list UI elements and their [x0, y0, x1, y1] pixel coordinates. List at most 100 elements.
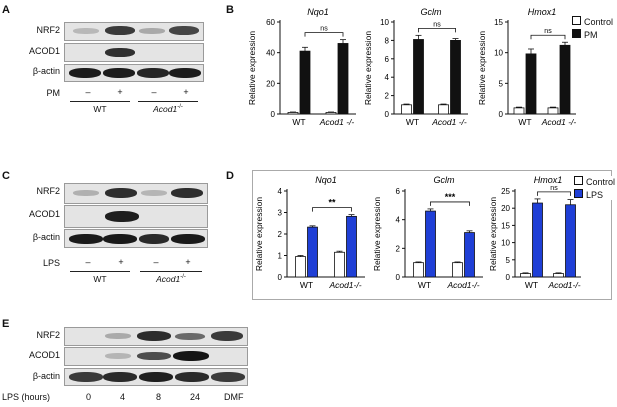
legend-swatch-control — [572, 16, 581, 25]
bar-lps — [307, 226, 318, 278]
blot-c-beta-actin — [64, 229, 208, 248]
row-label-c-beta-actin: β-actin — [32, 232, 60, 242]
blot-e-acod1 — [64, 347, 248, 366]
bar-lps — [346, 215, 357, 278]
lane-a-4: + — [183, 87, 189, 97]
lane-a-3: – — [151, 87, 157, 97]
bar-control — [547, 107, 559, 115]
significance-bracket — [304, 32, 344, 37]
y-tick-label: 4 — [396, 216, 401, 225]
chart-title: Nqo1 — [315, 175, 337, 185]
x-tick-label: WT — [300, 280, 313, 290]
chart-title: Hmox1 — [528, 7, 557, 17]
lane-c-4: + — [185, 257, 191, 267]
blot-c-acod1 — [64, 205, 208, 228]
group-line-c-wt — [70, 271, 130, 272]
bar-pm — [525, 53, 537, 115]
bar-control — [553, 273, 564, 278]
bar-control — [325, 112, 337, 115]
group-label-c-wt: WT — [93, 274, 107, 284]
bar-control — [438, 104, 449, 115]
blot-a-nrf2 — [64, 22, 204, 41]
group-line-c-ko — [140, 271, 202, 272]
y-tick-label: 2 — [385, 92, 390, 101]
significance-bracket — [530, 34, 566, 40]
chart-title: Gclm — [434, 175, 456, 185]
y-axis-label: Relative expression — [363, 31, 373, 105]
panel-letter-c: C — [2, 170, 10, 182]
y-tick-label: 3 — [278, 209, 283, 218]
x-tick-label: WT — [518, 117, 531, 127]
group-line-a-wt — [70, 101, 130, 102]
x-tick-label: Acod1 -/- — [541, 117, 577, 127]
legend-item-control: Control — [572, 16, 613, 27]
x-tick-label: Acod1-/- — [547, 280, 580, 290]
panel-letter-a: A — [2, 4, 10, 16]
bar-control — [520, 273, 531, 278]
x-tick-label: Acod1 -/- — [319, 117, 355, 127]
y-tick-label: 20 — [266, 79, 275, 88]
y-axis-label: Relative expression — [477, 31, 487, 105]
row-label-nrf2: NRF2 — [36, 25, 60, 35]
y-tick-label: 10 — [380, 18, 389, 27]
blot-c-nrf2 — [64, 183, 208, 204]
y-tick-label: 6 — [385, 55, 390, 64]
treatment-label-c: LPS — [42, 258, 60, 268]
panel-letter-e: E — [2, 318, 10, 330]
legend-item-lps: LPS — [574, 189, 615, 200]
blot-a-beta-actin — [64, 64, 204, 82]
treatment-label-e: LPS (hours) — [2, 392, 51, 402]
chart-d-nqo1: Nqo1 Relative expression 0 1 2 3 4 WT Acod1-/- ** — [254, 175, 365, 290]
bar-lps — [532, 202, 543, 278]
y-axis-label: Relative expression — [254, 197, 264, 271]
legend-swatch-control — [574, 176, 583, 185]
lane-e-1: 0 — [86, 392, 92, 402]
y-tick-label: 20 — [501, 204, 510, 213]
chart-b-gclm: Gclm Relative expression 0 2 4 6 8 10 WT Acod1 -/… — [363, 7, 468, 127]
legend-item-control: Control — [574, 176, 615, 187]
legend-swatch-pm — [572, 29, 581, 38]
bar-pm — [413, 39, 424, 115]
y-tick-label: 4 — [278, 187, 283, 196]
bar-control — [287, 112, 299, 115]
bar-control — [413, 262, 424, 278]
x-tick-label: WT — [525, 280, 538, 290]
y-tick-label: 10 — [501, 239, 510, 248]
group-label-a-ko: Acod1-/- — [153, 104, 183, 114]
y-axis-label: Relative expression — [247, 31, 257, 105]
y-tick-label: 10 — [494, 49, 503, 58]
bar-control — [295, 256, 306, 278]
blot-e-beta-actin — [64, 368, 248, 386]
chart-b-nqo1: Nqo1 Relative expression 0 20 40 60 WT Acod1 -/… — [247, 7, 356, 127]
bar-lps — [425, 210, 436, 278]
legend-d: Control LPS — [574, 176, 616, 200]
treatment-label-a: PM — [46, 88, 61, 98]
y-axis-label: Relative expression — [372, 197, 382, 271]
x-tick-label: WT — [292, 117, 305, 127]
chart-title: Hmox1 — [534, 175, 563, 185]
y-tick-label: 15 — [501, 221, 510, 230]
legend-b: Control PM — [572, 16, 613, 40]
y-axis-label: Relative expression — [489, 197, 498, 271]
row-label-e-acod1: ACOD1 — [28, 350, 60, 360]
bar-pm — [299, 50, 311, 115]
y-tick-label: 0 — [278, 273, 283, 282]
chart-title: Nqo1 — [307, 7, 329, 17]
significance-bracket — [430, 201, 470, 206]
lane-e-3: 8 — [156, 392, 162, 402]
y-tick-label: 1 — [278, 252, 283, 261]
row-label-acod1: ACOD1 — [28, 46, 60, 56]
bar-control — [401, 104, 412, 115]
significance-label: ns — [544, 28, 552, 35]
bar-lps — [464, 232, 475, 278]
y-tick-label: 0 — [506, 273, 511, 282]
chart-d-gclm: Gclm Relative expression 0 2 4 6 WT Acod1-/- *** — [372, 175, 483, 290]
bar-pm — [559, 44, 571, 115]
y-tick-label: 4 — [385, 73, 390, 82]
lane-a-1: – — [85, 87, 91, 97]
lane-c-3: – — [153, 257, 159, 267]
bar-pm — [337, 43, 349, 115]
blot-a-acod1 — [64, 43, 204, 62]
panel-letter-d: D — [226, 170, 234, 182]
legend-swatch-lps — [574, 189, 583, 198]
